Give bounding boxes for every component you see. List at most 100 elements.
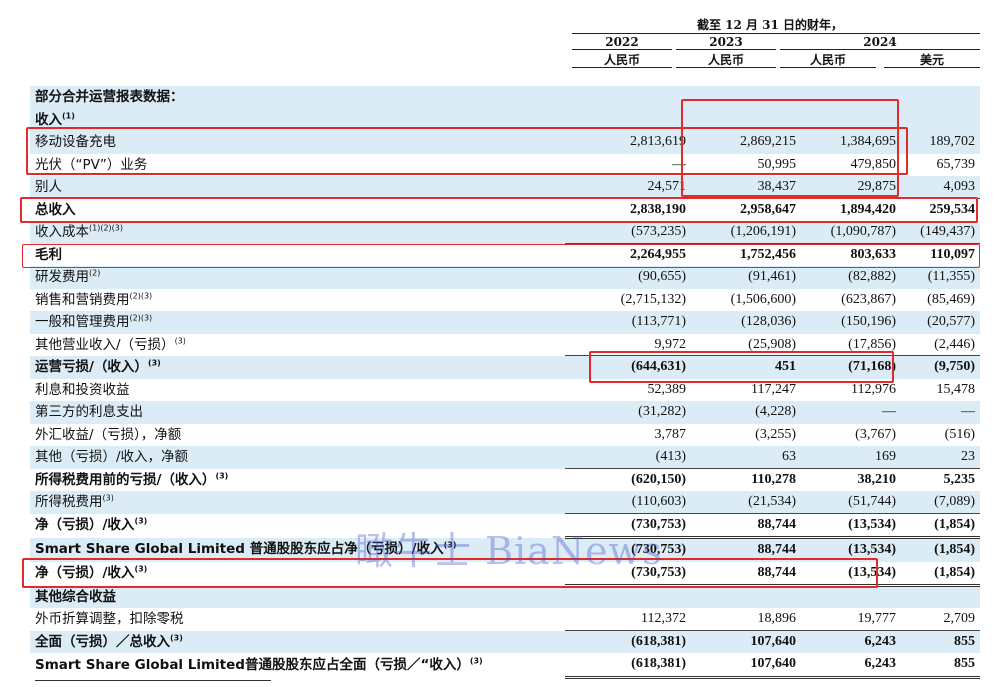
value-cell: (4,228) <box>691 401 801 424</box>
value-cell: (413) <box>565 446 691 469</box>
value-cell: (71,168) <box>801 356 901 379</box>
row-label-text: Smart Share Global Limited普通股股东应占全面（亏损／“… <box>35 656 470 673</box>
row-label-text: 运营亏损/（收入） <box>35 359 148 375</box>
value-cell: (110,603) <box>565 491 691 514</box>
value-cell: 19,777 <box>801 608 901 631</box>
value-cell: (618,381) <box>565 630 691 653</box>
value-cell: (85,469) <box>927 291 975 307</box>
row-label: 所得税费用前的亏损/（收入）(3) <box>30 469 565 492</box>
footnote-marker: (2) <box>89 268 101 278</box>
value-cell: 169 <box>801 446 901 469</box>
footnote-marker: (3) <box>170 633 183 642</box>
value-cell: (7,089) <box>901 491 980 514</box>
value-cell: (9,750) <box>901 356 980 379</box>
value-cell: 479,850 <box>850 156 897 172</box>
value-cell: 855 <box>901 653 980 679</box>
value-cell: 2,813,619 <box>565 131 691 154</box>
value-cell: (149,437) <box>901 221 980 244</box>
value-cell: 50,995 <box>757 156 797 172</box>
value-cell: (644,631) <box>565 356 691 379</box>
table-row: 毛利 2,264,955 1,752,456 803,633 110,097 <box>30 244 980 267</box>
currency-rule-2023 <box>676 67 776 68</box>
value-cell: 15,478 <box>936 381 976 397</box>
row-label: 收入(1) <box>30 108 565 131</box>
value-cell: (620,150) <box>631 471 686 487</box>
year-rule-2024 <box>780 49 980 50</box>
currency-2022: 人民币 <box>603 53 640 67</box>
value-cell: 18,896 <box>691 608 801 631</box>
row-label-text: 部分合并运营报表数据： <box>35 89 184 105</box>
row-label: 净（亏损）/收入(3) <box>30 562 565 586</box>
value-cell: (113,771) <box>565 311 691 334</box>
row-label-text: 光伏（“PV”）业务 <box>35 156 148 173</box>
footnote-marker: (3) <box>174 336 186 345</box>
value-cell: 107,640 <box>691 653 801 679</box>
value-cell: (1,506,600) <box>730 291 796 307</box>
footnote-marker: (3) <box>134 516 148 526</box>
currency-rule-2022 <box>572 67 672 68</box>
currency-2024-rmb: 人民币 <box>809 53 846 67</box>
value-cell <box>691 86 801 109</box>
value-cell: (623,867) <box>841 291 896 307</box>
financial-statement-table: 部分合并运营报表数据： 收入(1) 移动设备充电 2,813,619 2,869,215… <box>30 86 980 679</box>
value-cell: (573,235) <box>565 221 691 244</box>
value-cell: 4,093 <box>901 176 980 199</box>
value-cell: (128,036) <box>691 311 801 334</box>
value-cell: 38,210 <box>857 471 897 487</box>
value-cell: 63 <box>691 446 801 469</box>
row-label-text: 其他（亏损）/收入，净额 <box>35 449 189 465</box>
financial-statement-body: 部分合并运营报表数据： 收入(1) 移动设备充电 2,813,619 2,869,215… <box>30 86 980 679</box>
currency-2024-usd: 美元 <box>919 53 944 67</box>
table-row: Smart Share Global Limited普通股股东应占全面（亏损／“… <box>30 653 980 679</box>
table-row: 所得税费用(3) (110,603) (21,534) (51,744) (7,089) <box>30 491 980 514</box>
row-label-text: 其他综合收益 <box>35 588 116 605</box>
row-label-text: 全面（亏损）／总收入 <box>35 633 170 650</box>
row-label: 所得税费用(3) <box>30 491 565 514</box>
value-cell: (150,196) <box>801 311 901 334</box>
value-cell <box>565 585 691 608</box>
value-cell: 3,787 <box>654 426 687 442</box>
value-cell: (13,534) <box>801 537 901 562</box>
value-cell: 6,243 <box>801 630 901 653</box>
value-cell: (730,753) <box>565 513 691 539</box>
row-label: 别人 <box>30 176 565 199</box>
value-cell: (1,854) <box>901 513 980 539</box>
currency-2023: 人民币 <box>707 53 744 67</box>
year-rule-2022 <box>572 49 672 50</box>
row-label-text: 收入成本 <box>35 224 89 240</box>
value-cell: (13,534) <box>801 513 901 539</box>
value-cell: (90,655) <box>565 266 691 289</box>
table-row: 部分合并运营报表数据： <box>30 86 980 109</box>
footnote-marker: (1) <box>62 111 75 120</box>
value-cell: (1,854) <box>901 537 980 562</box>
value-cell: (21,534) <box>691 491 801 514</box>
table-row: 第三方的利息支出 (31,282) (4,228) — — <box>30 401 980 424</box>
value-cell: — <box>901 401 980 424</box>
value-cell: (1,854) <box>901 561 980 587</box>
currency-rule-2024-rmb <box>780 67 876 68</box>
value-cell: 9,972 <box>565 334 691 357</box>
row-label-text: 销售和营销费用 <box>35 291 130 308</box>
row-label-text: 一般和管理费用 <box>35 314 130 330</box>
value-cell: 451 <box>691 356 801 379</box>
value-cell: (13,534) <box>801 561 901 587</box>
value-cell: (2,446) <box>901 334 980 357</box>
value-cell: (11,355) <box>901 266 980 289</box>
value-cell <box>691 585 801 608</box>
table-row: 光伏（“PV”）业务 — 50,995 479,850 65,739 <box>30 154 980 177</box>
value-cell: (2,715,132) <box>620 291 686 307</box>
row-label: 其他（亏损）/收入，净额 <box>30 446 565 469</box>
value-cell: (730,753) <box>565 561 691 587</box>
watermark: 瞰牛士 BiaNews <box>355 529 663 573</box>
row-label-text: 别人 <box>35 179 62 195</box>
row-label-text: 利息和投资收益 <box>35 381 130 398</box>
row-label: 其他营业收入/（亏损）(3) <box>30 334 565 357</box>
row-label: 外币折算调整，扣除零税 <box>30 608 565 631</box>
table-row: 研发费用(2) (90,655) (91,461) (82,882) (11,355) <box>30 266 980 289</box>
row-label: 光伏（“PV”）业务 <box>30 154 565 177</box>
row-label-text: 收入 <box>35 111 62 128</box>
row-label: 第三方的利息支出 <box>30 401 565 424</box>
row-label: Smart Share Global Limited 普通股股东应占净（亏损）/… <box>30 537 565 562</box>
value-cell: 23 <box>901 446 980 469</box>
value-cell: 1,752,456 <box>740 246 796 262</box>
